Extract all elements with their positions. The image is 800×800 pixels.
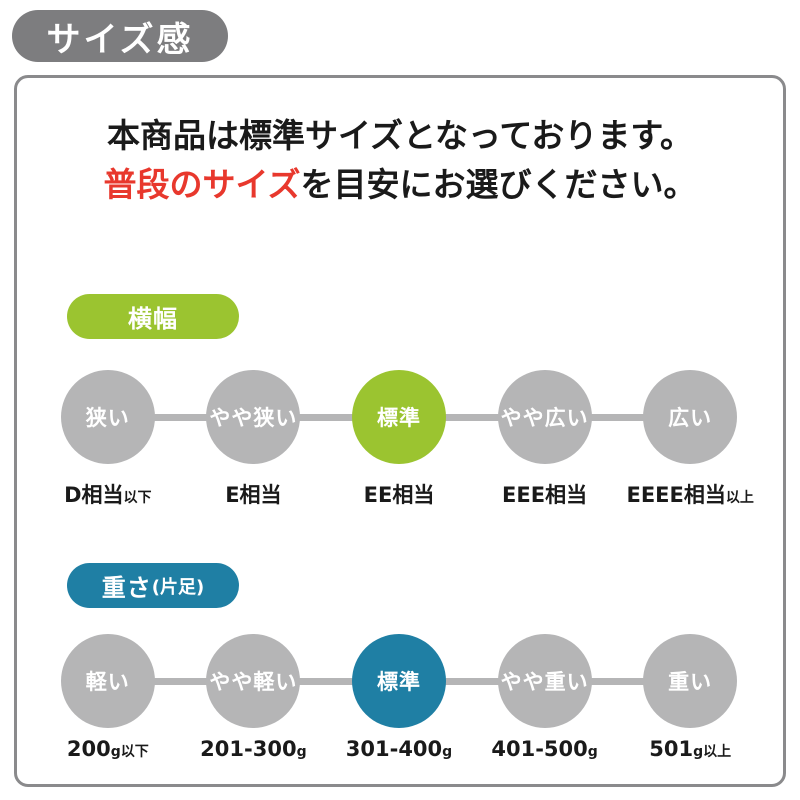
width-section-badge-label: 横幅 (128, 305, 178, 333)
weight-label-5-suffix: g以上 (693, 744, 732, 760)
width-label-1-suffix: 以下 (123, 490, 152, 506)
weight-step-slightly-light: やや軽い (181, 634, 327, 728)
width-label-4-main: EEE相当 (502, 483, 588, 507)
width-label-3: EE相当 (326, 479, 472, 509)
width-label-3-main: EE相当 (363, 483, 435, 507)
weight-label-3-suffix: g (442, 744, 453, 760)
width-section-badge: 横幅 (67, 294, 239, 339)
width-step-narrow: 狭い (35, 370, 181, 464)
description-line2-rest: を目安にお選びください。 (300, 165, 697, 204)
weight-label-5-main: 501 (649, 737, 694, 761)
weight-label-2-main: 201-300 (200, 737, 297, 761)
width-step-wide-circle: 広い (643, 370, 738, 464)
width-label-2-main: E相当 (225, 483, 282, 507)
weight-section-badge-suffix: (片足) (151, 576, 205, 598)
weight-label-5: 501g以上 (617, 737, 763, 761)
description-line2: 普段のサイズを目安にお選びください。 (17, 160, 783, 209)
width-label-5: EEEE相当以上 (617, 479, 763, 509)
weight-section-badge: 重さ (片足) (67, 563, 239, 608)
weight-step-light-circle: 軽い (60, 634, 155, 728)
weight-step-standard-circle: 標準 (351, 634, 446, 728)
weight-scale-labels: 200g以下 201-300g 301-400g 401-500g 501g以上 (35, 737, 763, 761)
weight-label-3-main: 301-400 (345, 737, 443, 761)
width-label-2: E相当 (181, 479, 327, 509)
description-highlight: 普段のサイズ (103, 165, 301, 204)
width-step-narrow-circle: 狭い (60, 370, 155, 464)
weight-step-standard: 標準 (326, 634, 472, 728)
description-text: 本商品は標準サイズとなっております。 普段のサイズを目安にお選びください。 (17, 111, 783, 209)
width-scale-row: 狭い やや狭い 標準 やや広い 広い (35, 370, 763, 464)
width-label-1: D相当以下 (35, 479, 181, 509)
width-step-slightly-wide: やや広い (472, 370, 618, 464)
width-step-slightly-narrow: やや狭い (181, 370, 327, 464)
weight-label-4: 401-500g (472, 737, 618, 761)
weight-label-4-suffix: g (587, 744, 598, 760)
width-label-4: EEE相当 (472, 479, 618, 509)
weight-section-badge-label: 重さ (101, 574, 152, 602)
width-label-5-main: EEEE相当 (626, 483, 726, 507)
width-label-1-main: D相当 (64, 483, 124, 507)
width-label-5-suffix: 以上 (725, 490, 754, 506)
weight-scale-row: 軽い やや軽い 標準 やや重い 重い (35, 634, 763, 728)
page-title: サイズ感 (46, 19, 194, 60)
weight-step-slightly-light-circle: やや軽い (206, 634, 301, 728)
weight-step-slightly-heavy: やや重い (472, 634, 618, 728)
weight-label-1: 200g以下 (35, 737, 181, 761)
weight-label-1-suffix: g以下 (110, 744, 149, 760)
weight-label-3: 301-400g (326, 737, 472, 761)
width-step-slightly-wide-circle: やや広い (497, 370, 592, 464)
width-step-slightly-narrow-circle: やや狭い (206, 370, 301, 464)
weight-label-2-suffix: g (296, 744, 307, 760)
weight-label-1-main: 200 (66, 737, 111, 761)
size-guide-title-badge: サイズ感 (12, 10, 228, 62)
weight-step-heavy-circle: 重い (643, 634, 738, 728)
weight-label-2: 201-300g (181, 737, 327, 761)
width-scale-labels: D相当以下 E相当 EE相当 EEE相当 EEEE相当以上 (35, 479, 763, 509)
width-step-wide: 広い (617, 370, 763, 464)
width-step-standard-circle: 標準 (351, 370, 446, 464)
weight-label-4-main: 401-500 (491, 737, 588, 761)
weight-step-light: 軽い (35, 634, 181, 728)
width-step-standard: 標準 (326, 370, 472, 464)
weight-step-heavy: 重い (617, 634, 763, 728)
weight-step-slightly-heavy-circle: やや重い (497, 634, 592, 728)
size-guide-panel: 本商品は標準サイズとなっております。 普段のサイズを目安にお選びください。 横幅… (14, 75, 786, 787)
description-line1: 本商品は標準サイズとなっております。 (106, 116, 694, 155)
